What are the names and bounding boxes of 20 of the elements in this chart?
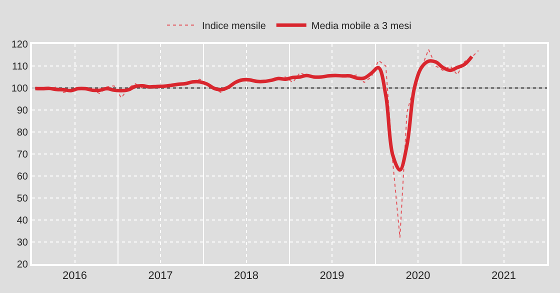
line-series	[34, 54, 474, 172]
y-tick-label: 30	[16, 238, 28, 248]
x-tick-label: 2016	[62, 270, 87, 282]
y-tick-label: 120	[11, 40, 28, 50]
y-tick-label: 70	[16, 150, 28, 160]
y-tick-label: 100	[11, 84, 28, 94]
y-tick-label: 60	[16, 172, 28, 182]
x-tick-label: 2018	[234, 270, 259, 282]
legend-label: Indice mensile	[202, 21, 266, 32]
y-tick-label: 80	[16, 128, 28, 138]
legend-label: Media mobile a 3 mesi	[311, 21, 412, 32]
y-tick-label: 90	[16, 106, 28, 116]
y-tick-label: 110	[12, 62, 28, 72]
x-tick-label: 2021	[492, 270, 516, 282]
y-tick-label: 20	[16, 260, 28, 270]
x-tick-label: 2020	[406, 270, 430, 282]
x-tick-label: 2019	[320, 270, 344, 282]
y-tick-label: 40	[16, 216, 28, 226]
x-tick-label: 2017	[148, 270, 173, 282]
y-tick-label: 50	[16, 194, 28, 204]
